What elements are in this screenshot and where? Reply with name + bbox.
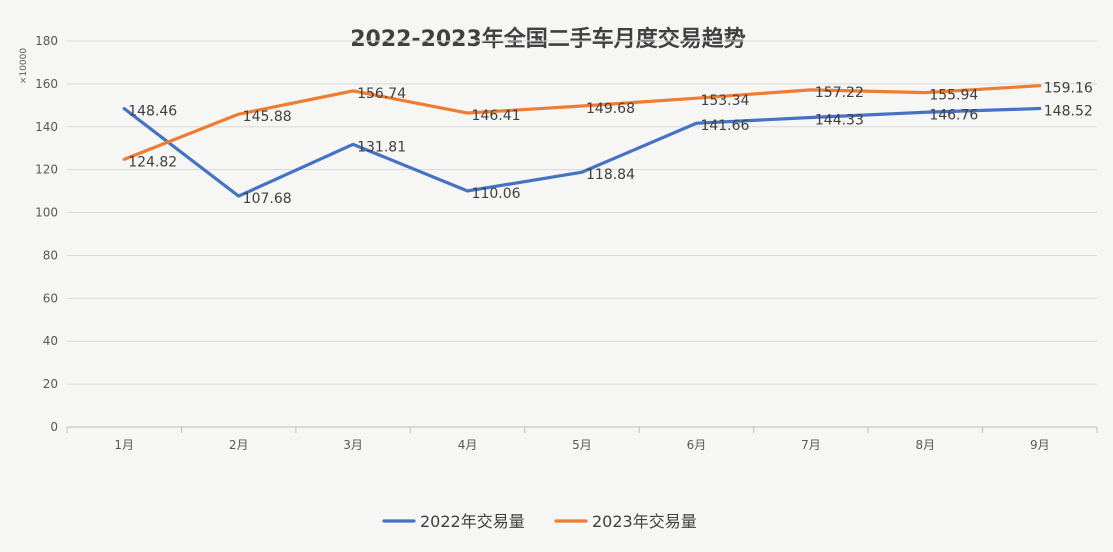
data-label: 107.68 xyxy=(243,191,292,207)
x-tick-label: 4月 xyxy=(458,438,478,452)
y-tick-label: 60 xyxy=(43,291,58,305)
y-tick-label: 160 xyxy=(35,77,58,91)
grid-lines xyxy=(67,40,1097,385)
legend-label: 2022年交易量 xyxy=(420,512,525,531)
data-label: 157.22 xyxy=(815,85,864,101)
y-tick-label: 80 xyxy=(43,248,58,262)
series-lines xyxy=(122,84,1042,198)
data-label: 146.76 xyxy=(929,107,978,123)
data-labels: 148.46 107.68 131.81 110.06 118.84 141.66 144.… xyxy=(128,81,1093,207)
data-label: 146.41 xyxy=(472,108,521,124)
series-line-1 xyxy=(122,106,1042,198)
data-label: 124.82 xyxy=(128,154,177,170)
y-tick-label: 120 xyxy=(35,163,58,177)
x-tick-label: 1月 xyxy=(114,438,134,452)
data-label: 110.06 xyxy=(472,186,521,202)
x-tick-label: 9月 xyxy=(1030,438,1050,452)
data-label: 148.52 xyxy=(1044,104,1093,120)
y-axis-ticks: 0 20 40 60 80 100 120 140 160 180 xyxy=(35,34,58,434)
x-tick-label: 8月 xyxy=(916,438,936,452)
x-tick-label: 3月 xyxy=(343,438,363,452)
y-tick-label: 40 xyxy=(43,334,58,348)
chart-title: 2022-2023年全国二手车月度交易趋势 xyxy=(350,26,746,52)
data-label: 149.68 xyxy=(586,101,635,117)
y-tick-label: 140 xyxy=(35,120,58,134)
x-tick-label: 2月 xyxy=(229,438,249,452)
series-line-2 xyxy=(122,84,1042,161)
y-tick-label: 100 xyxy=(35,206,58,220)
data-label: 145.88 xyxy=(243,109,292,125)
x-tick-label: 6月 xyxy=(687,438,707,452)
x-tick-label: 5月 xyxy=(572,438,592,452)
data-label: 141.66 xyxy=(700,118,749,134)
data-label: 144.33 xyxy=(815,112,864,128)
y-tick-label: 180 xyxy=(35,34,58,48)
data-label: 159.16 xyxy=(1044,81,1093,97)
legend-label: 2023年交易量 xyxy=(592,512,697,531)
data-label: 118.84 xyxy=(586,167,635,183)
data-label: 148.46 xyxy=(128,104,177,120)
x-axis: 1月 2月 3月 4月 5月 6月 7月 8月 9月 xyxy=(66,426,1098,452)
data-label: 155.94 xyxy=(929,88,978,104)
data-label: 131.81 xyxy=(357,139,406,155)
y-axis-unit: ×10000 xyxy=(19,48,29,84)
y-tick-label: 0 xyxy=(50,420,58,434)
y-tick-label: 20 xyxy=(43,377,58,391)
data-label: 156.74 xyxy=(357,86,406,102)
legend: 2022年交易量 2023年交易量 xyxy=(382,512,697,531)
data-label: 153.34 xyxy=(700,93,749,109)
x-tick-label: 7月 xyxy=(801,438,821,452)
